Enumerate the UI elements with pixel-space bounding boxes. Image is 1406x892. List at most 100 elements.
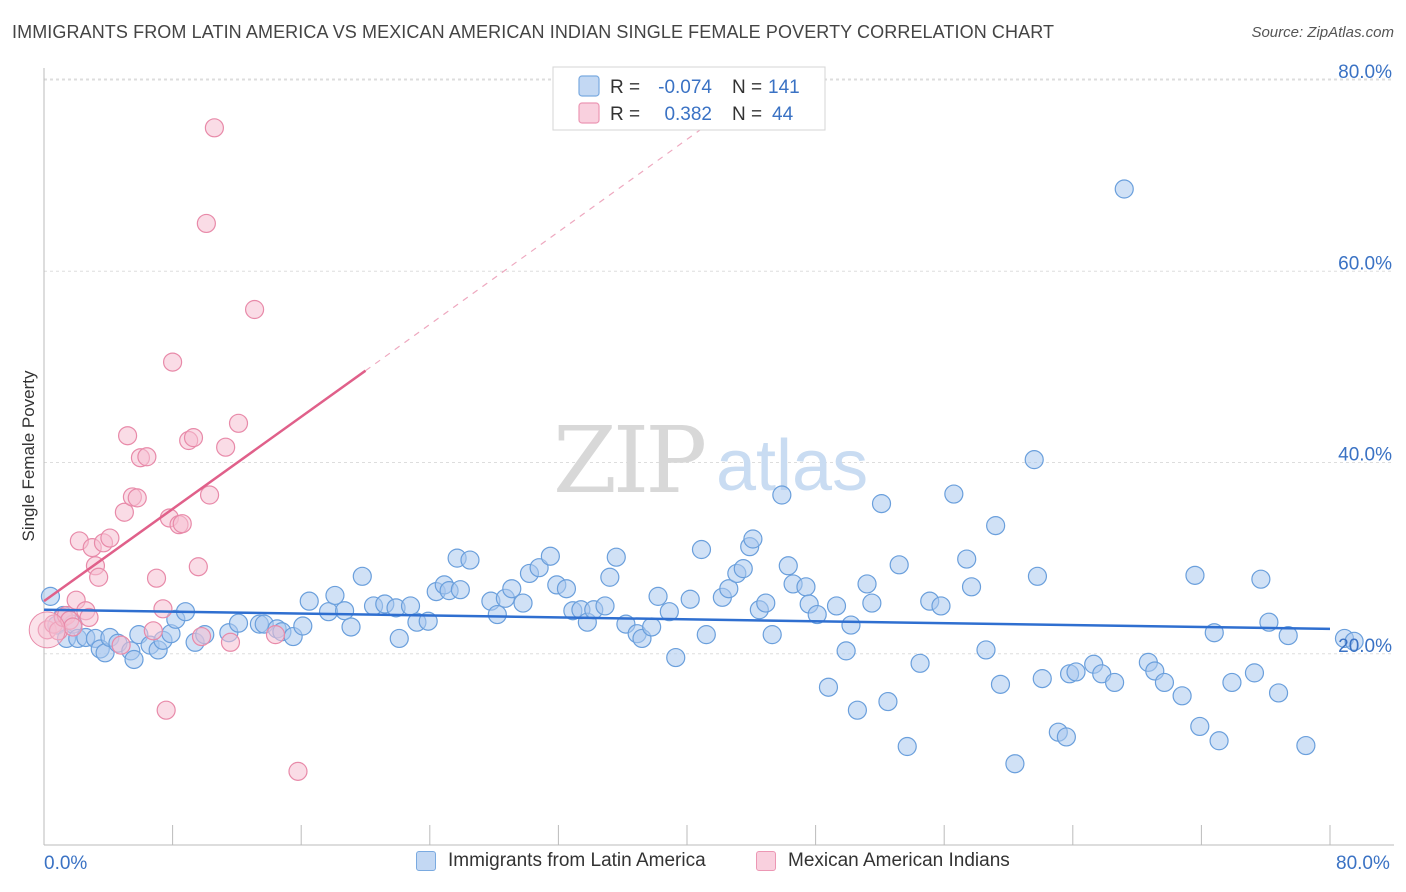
point-latin-america <box>1154 672 1175 693</box>
trend-line-latin-america <box>43 608 1331 631</box>
stats-r-value-1: -0.074 <box>658 77 712 98</box>
point-mexican-american-indians <box>196 213 216 234</box>
point-latin-america <box>1185 565 1205 585</box>
point-latin-america <box>1209 731 1229 751</box>
stats-r-value-2: 0.382 <box>664 104 712 125</box>
point-latin-america <box>400 596 421 616</box>
legend-item-latin-america: Immigrants from Latin America <box>416 850 706 872</box>
y-tick-label-20: 20.0% <box>1338 636 1392 657</box>
point-latin-america <box>1222 672 1242 693</box>
point-mexican-american-indians <box>137 447 157 467</box>
point-latin-america <box>341 617 361 637</box>
stats-n-label-2: N = <box>732 104 762 125</box>
point-mexican-american-indians <box>163 352 183 372</box>
series-legend: Immigrants from Latin America Mexican Am… <box>0 850 1406 880</box>
legend-item-mexican-american-indians: Mexican American Indians <box>756 850 1010 872</box>
point-mexican-american-indians <box>117 426 138 446</box>
point-latin-america <box>680 589 700 609</box>
y-axis-label: Single Female Poverty <box>19 370 38 542</box>
point-latin-america <box>818 677 839 697</box>
point-latin-america <box>1244 663 1265 683</box>
point-latin-america <box>1024 450 1044 470</box>
watermark-atlas: atlas <box>716 426 868 506</box>
point-latin-america <box>487 604 507 625</box>
point-latin-america <box>857 574 877 594</box>
point-latin-america <box>733 559 753 579</box>
point-latin-america <box>556 579 577 599</box>
point-latin-america <box>335 601 355 621</box>
point-latin-america <box>299 591 319 611</box>
point-latin-america <box>1114 179 1134 199</box>
x-tick-marks <box>43 825 1331 845</box>
point-latin-america <box>606 547 626 567</box>
point-latin-america <box>595 596 615 616</box>
point-latin-america <box>460 550 480 570</box>
point-latin-america <box>961 577 982 597</box>
point-mexican-american-indians <box>220 632 241 652</box>
point-latin-america <box>847 700 867 720</box>
point-latin-america <box>878 691 898 712</box>
point-latin-america <box>228 613 249 633</box>
point-latin-america <box>841 615 861 635</box>
watermark: ZIP atlas <box>553 407 868 514</box>
point-latin-america <box>796 577 816 597</box>
y-tick-labels: 20.0% 40.0% 60.0% 80.0% <box>1338 62 1392 657</box>
point-cluster-mexican-american-indians <box>28 611 66 649</box>
y-tick-label-80: 80.0% <box>1338 62 1392 83</box>
point-mexican-american-indians <box>79 607 99 628</box>
point-mexican-american-indians <box>228 413 249 433</box>
point-latin-america <box>648 586 668 606</box>
point-mexican-american-indians <box>188 557 208 577</box>
point-latin-america <box>990 674 1011 694</box>
point-latin-america <box>389 628 409 649</box>
point-mexican-american-indians <box>153 599 173 619</box>
stats-n-value-1: 141 <box>768 77 800 98</box>
point-latin-america <box>600 567 620 587</box>
point-mexican-american-indians <box>265 625 286 645</box>
point-latin-america <box>513 593 533 613</box>
trend-lines <box>43 127 1331 631</box>
point-mexican-american-indians <box>199 485 220 505</box>
point-latin-america <box>1104 672 1125 693</box>
point-mexican-american-indians <box>63 617 83 637</box>
point-mexican-american-indians <box>114 502 134 522</box>
point-mexican-american-indians <box>146 568 167 588</box>
point-latin-america <box>862 593 882 613</box>
point-latin-america <box>529 558 549 578</box>
point-latin-america <box>756 593 776 613</box>
legend-swatch-pink <box>756 851 776 871</box>
source-label: Source: ZipAtlas.com <box>1251 24 1394 41</box>
point-latin-america <box>1268 683 1289 703</box>
legend-label-latin-america: Immigrants from Latin America <box>448 850 706 871</box>
point-mexican-american-indians <box>100 528 120 548</box>
axes <box>43 68 1394 846</box>
point-mexican-american-indians <box>89 567 109 587</box>
trend-line-mexican-american-indians <box>43 369 367 603</box>
point-latin-america <box>1344 631 1364 651</box>
y-tick-label-40: 40.0% <box>1338 445 1392 466</box>
point-latin-america <box>352 566 372 586</box>
x-axis-min-label: 0.0% <box>44 853 88 874</box>
watermark-zip: ZIP <box>553 407 704 514</box>
point-latin-america <box>1190 716 1210 737</box>
point-latin-america <box>691 539 712 560</box>
point-latin-america <box>743 529 763 549</box>
point-latin-america <box>1056 727 1076 747</box>
point-latin-america <box>719 579 739 599</box>
stats-n-label-1: N = <box>732 77 762 98</box>
point-latin-america <box>1027 566 1048 586</box>
point-latin-america <box>957 549 977 569</box>
point-latin-america <box>1172 686 1192 706</box>
point-latin-america <box>944 484 964 504</box>
point-latin-america <box>826 596 847 616</box>
point-latin-america <box>1278 625 1298 646</box>
point-latin-america <box>1005 754 1025 774</box>
point-mexican-american-indians <box>127 488 147 508</box>
point-latin-america <box>986 516 1006 536</box>
point-latin-america <box>666 647 686 668</box>
series-blue-points <box>40 179 1364 774</box>
point-mexican-american-indians <box>216 437 236 457</box>
point-latin-america <box>659 602 679 622</box>
x-axis-max-label: 80.0% <box>1336 853 1390 874</box>
